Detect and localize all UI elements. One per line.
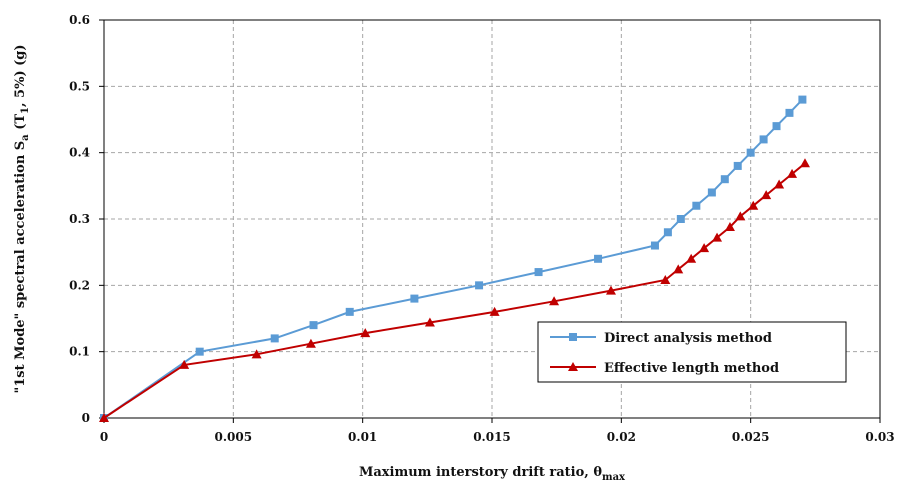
data-point	[699, 243, 710, 253]
data-point	[594, 254, 603, 263]
data-point	[309, 321, 318, 330]
x-tick-label: 0.005	[215, 430, 253, 444]
data-point	[712, 232, 723, 242]
legend-marker-square	[569, 333, 577, 341]
data-point	[759, 135, 768, 144]
data-point	[735, 211, 746, 221]
y-axis-title-subscript-a: a	[20, 134, 31, 141]
data-point	[549, 296, 560, 306]
data-point	[785, 108, 794, 117]
x-tick-label: 0	[100, 430, 108, 444]
data-point	[774, 179, 785, 189]
x-tick-label: 0.01	[348, 430, 377, 444]
data-point	[772, 122, 781, 131]
data-point	[179, 359, 190, 369]
data-point	[673, 264, 684, 274]
x-tick-label: 0.015	[473, 430, 511, 444]
data-point	[748, 200, 759, 210]
data-point	[489, 306, 500, 316]
data-point	[475, 281, 484, 290]
data-point	[798, 95, 807, 104]
x-tick-label: 0.025	[732, 430, 770, 444]
y-tick-label: 0	[82, 411, 90, 425]
data-point	[270, 334, 279, 343]
data-point	[99, 413, 109, 422]
x-tick-label: 0.02	[607, 430, 636, 444]
legend-box	[537, 321, 847, 383]
y-axis-title-subscript-1: 1	[20, 107, 31, 114]
data-point	[692, 201, 701, 210]
data-point	[534, 268, 543, 277]
data-point	[195, 347, 204, 356]
data-point	[345, 307, 354, 316]
y-axis-title: "1st Mode" spectral acceleration Sa (T1,…	[13, 44, 31, 393]
legend-label-effective-length: Effective length method	[604, 361, 779, 376]
y-tick-label: 0.2	[69, 278, 90, 292]
data-point	[360, 328, 371, 338]
legend-marker-triangle	[568, 362, 578, 371]
y-tick-label: 0.4	[69, 146, 90, 160]
data-point	[650, 241, 659, 250]
legend: Direct analysis method Effective length …	[537, 321, 847, 383]
series-1	[99, 158, 810, 422]
y-tick-label: 0.3	[69, 212, 90, 226]
x-axis-title: Maximum interstory drift ratio, θmax	[359, 465, 626, 483]
y-tick-label: 0.1	[69, 345, 90, 359]
data-point	[720, 175, 729, 184]
y-tick-label: 0.6	[69, 13, 90, 27]
data-point	[410, 294, 419, 303]
data-point	[660, 275, 671, 285]
y-axis-title-end: , 5%) (g)	[13, 44, 28, 107]
data-point	[676, 215, 685, 223]
legend-label-direct-analysis: Direct analysis method	[604, 331, 772, 346]
data-point	[724, 221, 735, 231]
y-axis-title-main: "1st Mode" spectral acceleration S	[13, 141, 28, 394]
x-axis-title-main: Maximum interstory drift ratio, θ	[359, 465, 602, 480]
data-point	[746, 148, 755, 157]
data-point	[761, 190, 772, 200]
data-point	[799, 158, 810, 168]
data-point	[733, 161, 742, 170]
y-tick-label: 0.5	[69, 79, 90, 93]
data-point	[686, 253, 697, 263]
y-axis-title-mid: (T	[13, 114, 28, 135]
y-axis-ticks: 0 0.1 0.2 0.3 0.4 0.5 0.6	[69, 13, 104, 425]
data-point	[707, 188, 716, 197]
data-point	[424, 317, 435, 327]
series-group	[99, 95, 810, 422]
data-point	[251, 349, 262, 359]
data-point	[787, 168, 798, 178]
x-axis-ticks: 0 0.005 0.01 0.015 0.02 0.025 0.03	[100, 418, 895, 444]
x-tick-label: 0.03	[865, 430, 894, 444]
data-point	[605, 285, 616, 295]
x-axis-title-subscript: max	[602, 472, 626, 483]
data-point	[305, 338, 316, 348]
data-point	[663, 228, 672, 237]
